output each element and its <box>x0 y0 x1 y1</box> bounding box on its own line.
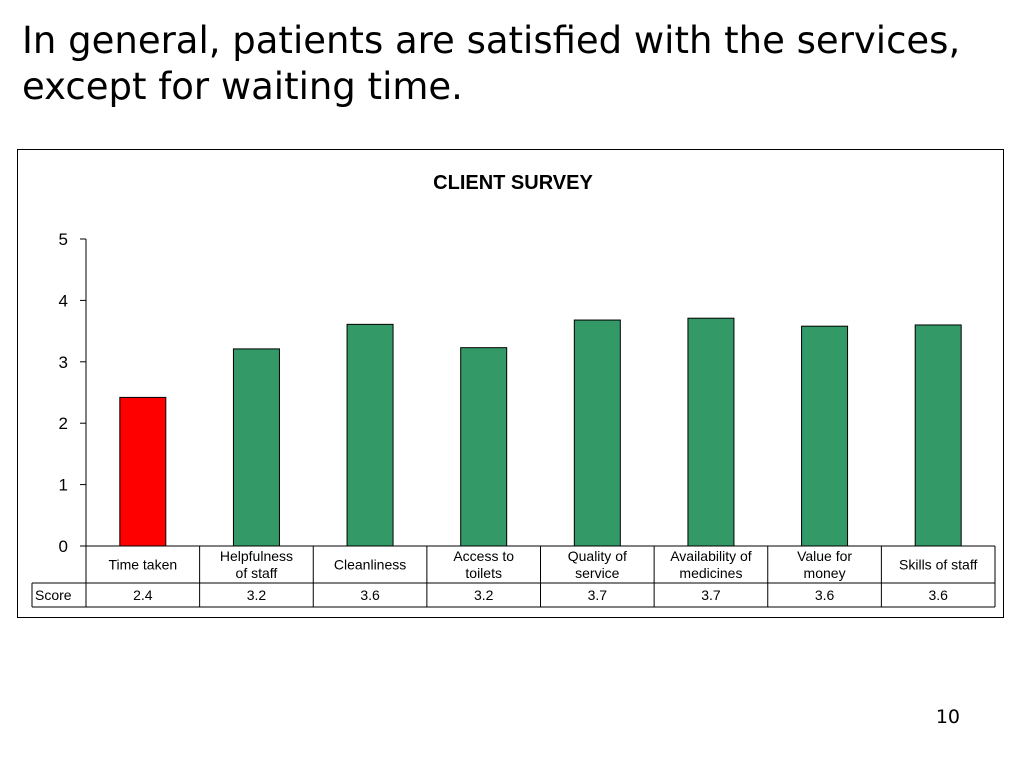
bar <box>460 347 508 547</box>
x-tick-label: Skills of staff <box>899 557 977 573</box>
y-tick-label: 3 <box>59 353 68 372</box>
y-tick-label: 4 <box>59 291 68 310</box>
bar <box>914 324 962 547</box>
x-tick-label: Time taken <box>108 557 177 573</box>
chart-title: CLIENT SURVEY <box>433 172 593 194</box>
data-label: 3.6 <box>928 587 948 603</box>
bar <box>232 348 280 547</box>
data-label: 3.2 <box>474 587 494 603</box>
slide-title: In general, patients are satisfied with … <box>22 19 961 108</box>
x-tick-label: Quality of service <box>568 548 627 581</box>
x-tick-label: Availability of medicines <box>670 548 752 581</box>
bar <box>573 319 621 547</box>
y-tick-label: 5 <box>59 230 68 249</box>
table-row-label: Score <box>35 587 72 603</box>
data-label: 3.6 <box>360 587 380 603</box>
y-tick-label: 0 <box>59 537 68 556</box>
page-number: 10 <box>935 706 960 728</box>
y-tick-label: 1 <box>59 476 68 495</box>
x-tick-label: Value for money <box>797 548 852 581</box>
bar <box>687 317 735 547</box>
bar <box>119 396 167 547</box>
x-tick-label: Cleanliness <box>334 557 406 573</box>
data-label: 3.6 <box>815 587 835 603</box>
data-label: 2.4 <box>133 587 153 603</box>
bar <box>346 323 394 547</box>
data-label: 3.7 <box>701 587 721 603</box>
x-tick-label: Access to toilets <box>453 548 514 581</box>
data-label: 3.2 <box>247 587 267 603</box>
bar <box>801 325 849 547</box>
x-tick-label: Helpfulness of staff <box>220 548 293 581</box>
bar-chart: CLIENT SURVEY 0 1 2 3 4 5 Time taken Helpfulnes… <box>31 172 996 608</box>
chart-frame: CLIENT SURVEY 0 1 2 3 4 5 Time taken Helpfulnes… <box>17 149 1004 618</box>
y-tick-label: 2 <box>59 414 68 433</box>
data-label: 3.7 <box>588 587 608 603</box>
